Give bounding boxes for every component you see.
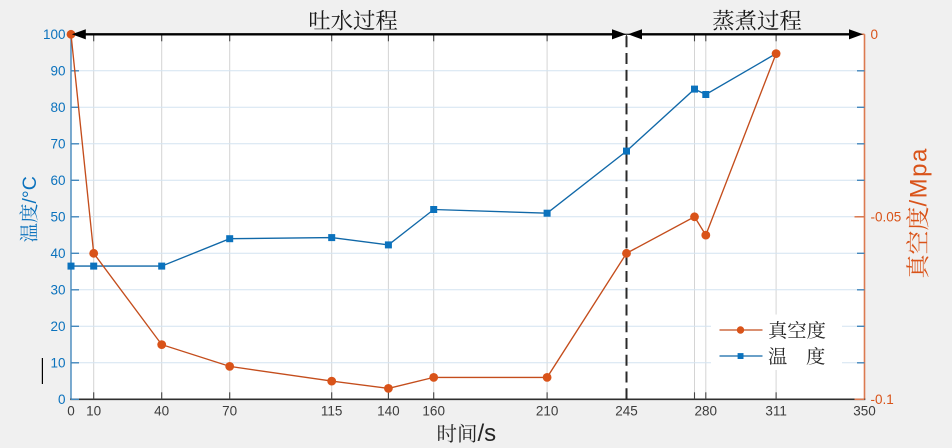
svg-text:40: 40 — [154, 404, 169, 419]
svg-text:160: 160 — [422, 404, 445, 419]
svg-text:0: 0 — [67, 404, 75, 419]
svg-text:70: 70 — [50, 137, 65, 152]
svg-text:90: 90 — [50, 64, 65, 79]
svg-text:20: 20 — [50, 319, 65, 334]
svg-text:140: 140 — [377, 404, 400, 419]
svg-text:/Mpa: /Mpa — [906, 147, 933, 206]
svg-text:100: 100 — [43, 27, 66, 42]
svg-text:0: 0 — [58, 392, 66, 407]
svg-text:0: 0 — [871, 27, 879, 42]
svg-text:40: 40 — [50, 246, 65, 261]
svg-text:30: 30 — [50, 283, 65, 298]
svg-text:50: 50 — [50, 210, 65, 225]
svg-text:280: 280 — [695, 404, 718, 419]
svg-text:60: 60 — [50, 173, 65, 188]
svg-text:-0.05: -0.05 — [871, 210, 902, 225]
svg-text:210: 210 — [536, 404, 559, 419]
svg-text:10: 10 — [86, 404, 101, 419]
svg-text:80: 80 — [50, 100, 65, 115]
svg-text:311: 311 — [765, 404, 787, 419]
svg-text:/s: /s — [478, 420, 497, 447]
svg-text:10: 10 — [50, 356, 65, 371]
svg-text:/°C: /°C — [19, 176, 41, 203]
svg-text:350: 350 — [853, 404, 876, 419]
svg-text:70: 70 — [222, 404, 237, 419]
svg-text:-0.1: -0.1 — [871, 392, 894, 407]
svg-text:245: 245 — [615, 404, 638, 419]
svg-text:115: 115 — [321, 404, 343, 419]
